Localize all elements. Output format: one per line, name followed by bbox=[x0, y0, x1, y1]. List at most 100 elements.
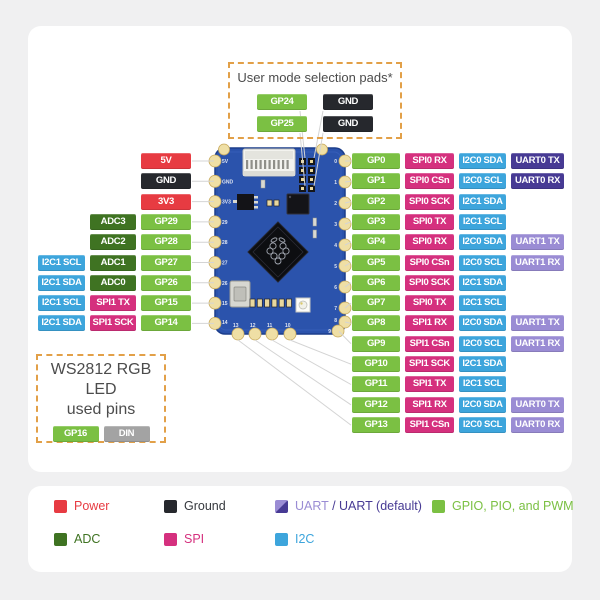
pin-cell: UART1 TX bbox=[511, 234, 564, 251]
pin-cell: GP0 bbox=[352, 153, 400, 169]
pin-cell: I2C0 SCL bbox=[459, 416, 506, 433]
legend-label: SPI bbox=[184, 532, 205, 546]
silkscreen-label: 1 bbox=[334, 180, 337, 186]
silkscreen-label: 13 bbox=[233, 323, 239, 329]
pin-cell: GP3 bbox=[352, 213, 400, 230]
pin-cell: UART1 RX bbox=[511, 335, 564, 352]
pin-cell: I2C1 SCL bbox=[38, 254, 85, 271]
silkscreen-label: 29 bbox=[222, 220, 228, 226]
pin-cell: I2C0 SCL bbox=[459, 335, 506, 352]
pin-cell: GP6 bbox=[352, 274, 400, 291]
legend-item-uart: UART / UART (default) bbox=[275, 499, 422, 513]
pin-row: I2C1 SCL ADC1 GP27 bbox=[38, 254, 191, 271]
pin-cell: GP11 bbox=[352, 376, 400, 393]
silkscreen-label: 5V bbox=[222, 159, 229, 165]
legend-item-spi: SPI bbox=[164, 532, 204, 546]
legend-label: Ground bbox=[184, 499, 226, 513]
pin-cell: I2C1 SCL bbox=[459, 295, 506, 312]
ws2812-led bbox=[295, 297, 311, 313]
selection-row: GP25 GND bbox=[230, 116, 400, 132]
raspberry-logo bbox=[266, 237, 290, 265]
pin-cell: GP2 bbox=[352, 193, 400, 210]
legend-item-power: Power bbox=[54, 499, 109, 513]
silkscreen-label: 15 bbox=[222, 301, 228, 307]
pin-cell: GP29 bbox=[141, 213, 191, 230]
power-swatch bbox=[54, 499, 67, 513]
pin-cell: SPI1 TX bbox=[405, 376, 454, 393]
pin-cell: GND bbox=[141, 173, 191, 190]
pin-row: GP0 SPI0 RX I2C0 SDA UART0 TX bbox=[352, 153, 564, 169]
pin-cell: I2C1 SDA bbox=[459, 193, 506, 210]
legend-item-adc: ADC bbox=[54, 532, 100, 546]
legend-item-ground: Ground bbox=[164, 499, 226, 513]
flash-chip bbox=[286, 193, 310, 215]
silkscreen-label: GND bbox=[222, 179, 234, 185]
castellated-pads bbox=[208, 143, 352, 341]
pin-row: GP1 SPI0 CSn I2C0 SCL UART0 RX bbox=[352, 173, 564, 190]
silkscreen-label: 5 bbox=[334, 264, 337, 270]
ws2812-pins-row: GP16 DIN bbox=[38, 426, 164, 442]
legend-card bbox=[28, 486, 572, 572]
pin-row: GP11 SPI1 TX I2C1 SCL bbox=[352, 376, 506, 393]
pin-row: GP13 SPI1 CSn I2C0 SCL UART0 RX bbox=[352, 416, 564, 433]
i2c-swatch bbox=[275, 532, 288, 546]
pin-cell: ADC0 bbox=[90, 274, 136, 291]
pin-cell: SPI0 SCK bbox=[405, 274, 454, 291]
pin-cell: GP9 bbox=[352, 335, 400, 352]
silkscreen-label: 4 bbox=[334, 243, 337, 249]
pin-cell: UART0 TX bbox=[511, 396, 564, 413]
pin-row: GP3 SPI0 TX I2C1 SCL bbox=[352, 213, 506, 230]
pin-cell: SPI0 RX bbox=[405, 153, 454, 169]
silkscreen-label: 0 bbox=[334, 159, 337, 165]
pin-label-gnd: GND bbox=[323, 94, 373, 110]
pin-label-gp24: GP24 bbox=[257, 94, 307, 110]
pin-cell: SPI1 CSn bbox=[405, 335, 454, 352]
ws2812-title: WS2812 RGB LED used pins bbox=[50, 361, 152, 418]
pin-row: GP9 SPI1 CSn I2C0 SCL UART1 RX bbox=[352, 335, 564, 352]
pin-row: ADC3 GP29 bbox=[90, 213, 191, 230]
pin-cell: GP13 bbox=[352, 416, 400, 433]
legend-item-i2c: I2C bbox=[275, 532, 314, 546]
pin-cell: 5V bbox=[141, 153, 191, 169]
silkscreen-label: 26 bbox=[222, 281, 228, 287]
test-pads bbox=[249, 298, 292, 308]
pin-cell: SPI1 SCK bbox=[405, 356, 454, 372]
pin-cell: 3V3 bbox=[141, 193, 191, 210]
pin-row: GP5 SPI0 CSn I2C0 SCL UART1 RX bbox=[352, 254, 564, 271]
pin-cell: GP1 bbox=[352, 173, 400, 190]
pin-cell: I2C0 SCL bbox=[459, 254, 506, 271]
ws2812-panel: WS2812 RGB LED used pins GP16 DIN bbox=[36, 354, 166, 443]
pin-label-gnd: GND bbox=[323, 116, 373, 132]
pin-row: GP8 SPI1 RX I2C0 SDA UART1 TX bbox=[352, 315, 564, 332]
pin-cell: GP5 bbox=[352, 254, 400, 271]
pin-cell: I2C1 SCL bbox=[459, 376, 506, 393]
pin-label-din: DIN bbox=[103, 426, 150, 442]
silkscreen-label: 9 bbox=[328, 329, 331, 335]
pin-cell: SPI0 TX bbox=[405, 213, 454, 230]
passive-components bbox=[260, 179, 317, 239]
silkscreen-label: 10 bbox=[285, 323, 291, 329]
pin-cell: ADC2 bbox=[90, 234, 136, 251]
silkscreen-label: 12 bbox=[250, 323, 256, 329]
pin-cell: I2C0 SDA bbox=[459, 396, 506, 413]
silkscreen-label: 6 bbox=[334, 285, 337, 291]
pin-row: I2C1 SDA SPI1 SCK GP14 bbox=[38, 315, 191, 332]
pin-cell: SPI1 RX bbox=[405, 315, 454, 332]
user-mode-selection-panel: User mode selection pads* GP24 GND GP25 … bbox=[228, 62, 402, 139]
pin-cell: UART0 RX bbox=[511, 173, 564, 190]
pin-cell: SPI1 RX bbox=[405, 396, 454, 413]
uart-swatch bbox=[275, 499, 288, 513]
pin-cell: I2C1 SCL bbox=[459, 213, 506, 230]
jumper-pads bbox=[266, 199, 280, 207]
pin-cell: I2C1 SDA bbox=[38, 274, 85, 291]
pin-cell: GP8 bbox=[352, 315, 400, 332]
pin-cell: SPI0 RX bbox=[405, 234, 454, 251]
silkscreen-label: 11 bbox=[267, 323, 273, 329]
silkscreen-label: 2 bbox=[334, 201, 337, 207]
selection-row: GP24 GND bbox=[230, 94, 400, 110]
spi-swatch bbox=[164, 532, 177, 546]
board-illustration: 5V GND 3V3 29 28 27 26 15 14 0 1 2 3 4 5… bbox=[208, 143, 352, 341]
silkscreen-label: 27 bbox=[222, 261, 228, 267]
pin-cell: SPI1 CSn bbox=[405, 416, 454, 433]
pin-cell: SPI0 SCK bbox=[405, 193, 454, 210]
